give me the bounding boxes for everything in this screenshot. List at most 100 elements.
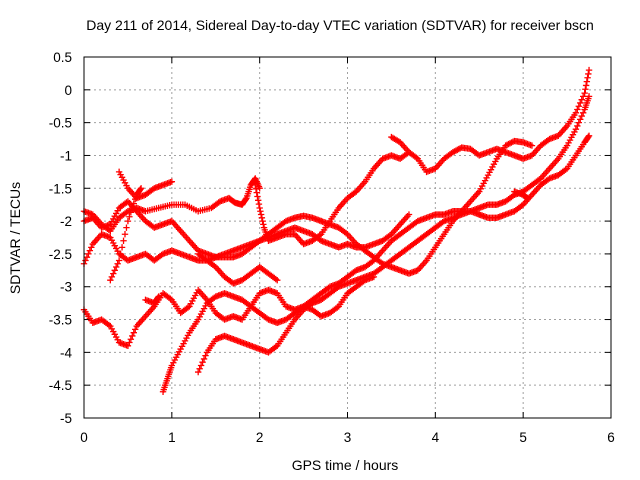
data-point: [585, 66, 593, 74]
data-point: [272, 275, 279, 283]
data-point: [524, 194, 531, 202]
data-point: [124, 217, 132, 225]
data-point: [111, 267, 118, 274]
data-point: [117, 250, 124, 258]
y-tick-label: -0.5: [49, 116, 72, 131]
series-8: [80, 273, 378, 349]
data-point: [258, 214, 266, 222]
data-point: [168, 178, 176, 185]
data-point: [574, 106, 581, 113]
data-point: [577, 99, 584, 107]
data-point: [254, 193, 261, 200]
data-point: [132, 326, 139, 333]
x-tick-label: 3: [344, 430, 352, 445]
data-point: [137, 186, 144, 193]
series-10: [476, 132, 593, 222]
data-point: [82, 257, 89, 264]
data-point: [83, 253, 91, 261]
series-12: [115, 168, 176, 202]
data-point: [256, 204, 263, 212]
data-point: [334, 304, 341, 311]
y-tick-label: -5: [60, 411, 72, 426]
y-tick-label: -4: [60, 345, 72, 360]
data-point: [260, 221, 267, 228]
x-tick-label: 5: [519, 430, 527, 445]
series-11: [194, 93, 593, 376]
plot-frame: [83, 56, 612, 419]
data-point: [129, 332, 136, 340]
data-point: [110, 270, 117, 277]
series-16: [142, 293, 162, 307]
data-point: [184, 304, 192, 311]
x-tick-label: 4: [432, 430, 440, 445]
data-point: [107, 276, 114, 284]
y-tick-label: 0.5: [53, 50, 72, 65]
data-point: [413, 154, 420, 161]
data-point: [585, 70, 592, 78]
data-point: [257, 208, 264, 215]
data-point: [137, 185, 145, 192]
data-point: [123, 224, 130, 231]
data-point: [127, 336, 135, 343]
y-tick-label: -2: [60, 214, 72, 229]
data-point: [130, 329, 137, 336]
data-point: [129, 204, 136, 212]
data-point: [581, 89, 588, 97]
data-point: [115, 257, 123, 264]
series-1: [80, 175, 263, 235]
data-point: [575, 103, 582, 110]
data-point: [255, 200, 263, 208]
data-point: [572, 109, 580, 116]
data-point: [578, 112, 585, 120]
data-point: [572, 126, 580, 133]
data-point: [118, 244, 126, 251]
data-point: [154, 294, 162, 301]
data-point: [200, 355, 208, 363]
data-point: [252, 185, 260, 193]
series-7: [344, 211, 413, 251]
data-point: [85, 250, 92, 258]
data-point: [88, 244, 95, 251]
chart-title: Day 211 of 2014, Sidereal Day-to-day VTE…: [86, 17, 594, 33]
y-tick-label: -1.5: [49, 181, 72, 196]
y-tick-label: -1: [60, 148, 72, 163]
data-point: [257, 211, 265, 218]
data-point: [583, 78, 591, 85]
data-point: [252, 181, 259, 189]
series-15: [511, 188, 531, 202]
data-point: [202, 352, 209, 359]
data-point: [274, 276, 281, 284]
data-point: [127, 209, 135, 216]
data-point: [585, 132, 593, 139]
data-point: [259, 217, 266, 225]
x-axis-label: GPS time / hours: [292, 457, 399, 473]
x-tick-label: 0: [80, 430, 88, 445]
data-point: [105, 321, 113, 329]
data-point: [155, 293, 162, 300]
y-tick-label: -4.5: [49, 378, 72, 393]
data-point: [579, 93, 587, 100]
data-points: [80, 66, 593, 395]
data-point: [585, 133, 592, 141]
data-point: [194, 368, 202, 376]
data-point: [130, 200, 137, 207]
data-point: [578, 96, 585, 103]
data-point: [562, 166, 569, 173]
data-point: [86, 247, 94, 254]
data-point: [582, 86, 589, 93]
series-14: [194, 250, 281, 287]
data-point: [199, 359, 206, 366]
data-point: [582, 82, 590, 89]
data-point: [584, 74, 591, 81]
data-point: [113, 263, 120, 271]
data-point: [585, 93, 593, 100]
series-4: [80, 198, 325, 261]
data-point: [574, 122, 581, 130]
data-point: [577, 116, 584, 123]
series-13: [107, 185, 145, 284]
x-tick-label: 1: [168, 430, 176, 445]
y-tick-label: 0: [64, 83, 72, 98]
data-point: [272, 343, 279, 351]
data-point: [124, 342, 132, 349]
